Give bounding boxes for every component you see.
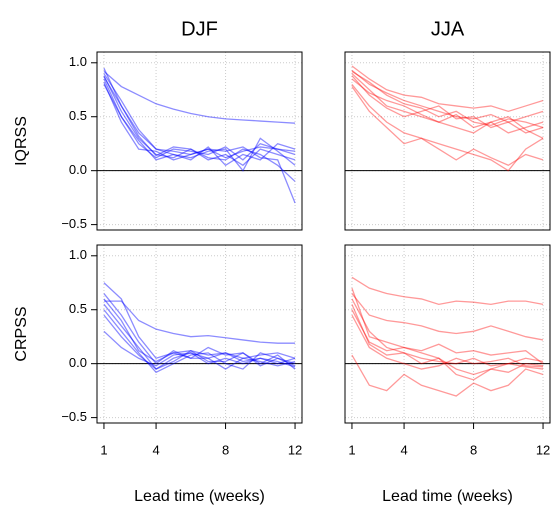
panel-frame bbox=[344, 51, 551, 231]
x-tick-label: 8 bbox=[222, 442, 229, 457]
series-line bbox=[103, 76, 296, 182]
y-axis-label: IQRSS bbox=[13, 116, 30, 166]
series-line bbox=[351, 293, 544, 341]
series-line bbox=[103, 84, 296, 172]
series-line bbox=[351, 304, 544, 381]
series-line bbox=[351, 86, 544, 167]
series-line bbox=[351, 314, 544, 370]
panel-frame bbox=[344, 244, 551, 424]
series-line bbox=[103, 73, 296, 167]
x-tick-label: 1 bbox=[348, 442, 355, 457]
x-axis-label: Lead time (weeks) bbox=[134, 488, 265, 505]
series-line bbox=[103, 78, 296, 161]
panel-frame bbox=[96, 51, 303, 231]
series-line bbox=[103, 293, 296, 370]
series-line bbox=[103, 309, 296, 374]
x-tick-label: 8 bbox=[470, 442, 477, 457]
series-line bbox=[103, 330, 296, 370]
series-line bbox=[103, 75, 296, 167]
x-tick-label: 12 bbox=[536, 442, 550, 457]
y-tick-label: 0.0 bbox=[69, 162, 87, 177]
series-line bbox=[351, 65, 544, 113]
series-line bbox=[103, 282, 296, 360]
series-line bbox=[351, 69, 544, 123]
panel-title: JJA bbox=[431, 18, 465, 40]
series-line bbox=[351, 354, 544, 397]
series-line bbox=[351, 83, 544, 172]
y-tick-label: 0.5 bbox=[69, 108, 87, 123]
series-line bbox=[103, 303, 296, 370]
y-tick-label: 0.5 bbox=[69, 301, 87, 316]
x-tick-label: 12 bbox=[288, 442, 302, 457]
series-line bbox=[351, 309, 544, 376]
panel-title: DJF bbox=[181, 18, 218, 40]
series-line bbox=[351, 73, 544, 134]
series-line bbox=[103, 300, 296, 344]
y-tick-label: 1.0 bbox=[69, 54, 87, 69]
series-line bbox=[351, 287, 544, 365]
series-line bbox=[103, 67, 296, 159]
x-tick-label: 4 bbox=[152, 442, 159, 457]
series-line bbox=[351, 298, 544, 367]
y-axis-label: CRPSS bbox=[13, 306, 30, 361]
x-tick-label: 4 bbox=[400, 442, 407, 457]
x-axis-label: Lead time (weeks) bbox=[382, 488, 513, 505]
series-line bbox=[103, 70, 296, 124]
series-line bbox=[103, 298, 296, 365]
series-line bbox=[351, 78, 544, 139]
series-line bbox=[103, 314, 296, 370]
y-tick-label: 0.0 bbox=[69, 355, 87, 370]
series-line bbox=[351, 75, 544, 134]
series-line bbox=[103, 81, 296, 204]
panel-frame bbox=[96, 244, 303, 424]
series-line bbox=[351, 276, 544, 306]
y-tick-label: −0.5 bbox=[61, 216, 87, 231]
y-tick-label: 1.0 bbox=[69, 247, 87, 262]
series-line bbox=[351, 70, 544, 129]
y-tick-label: −0.5 bbox=[61, 409, 87, 424]
x-tick-label: 1 bbox=[100, 442, 107, 457]
